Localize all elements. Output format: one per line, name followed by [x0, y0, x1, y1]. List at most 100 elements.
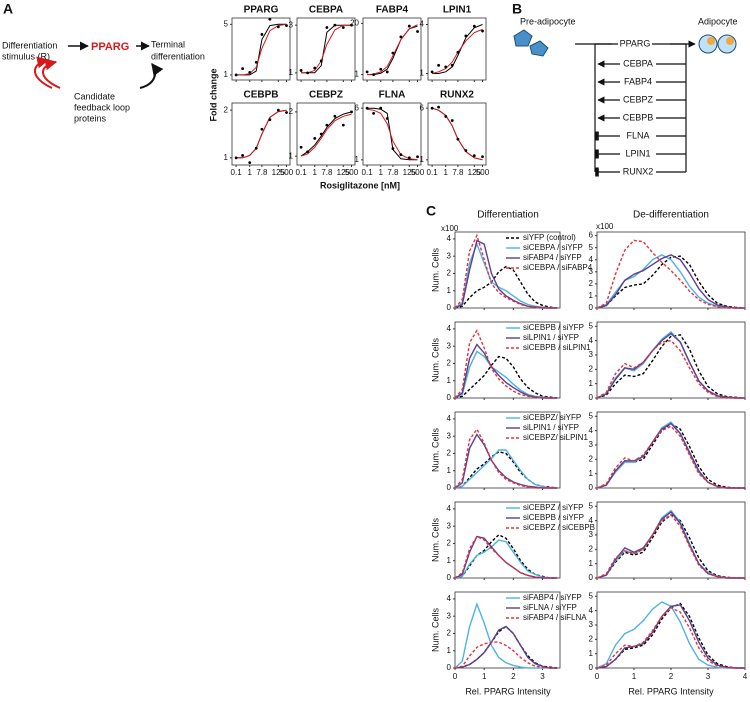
y-tick-label: 1 — [289, 151, 294, 160]
cell-icon — [513, 29, 549, 57]
y-tick-label: 2 — [447, 539, 452, 548]
histogram-curve — [454, 427, 558, 489]
fit-curve — [367, 107, 418, 161]
fit-curve — [236, 109, 287, 159]
plot-frame — [454, 231, 561, 309]
histogram-curve — [596, 331, 745, 399]
fit-curve — [431, 107, 483, 161]
x-tick-label: 7.8 — [321, 168, 333, 177]
legend-label: siCEBPZ/ siYFP — [523, 413, 581, 422]
fit-curve — [432, 24, 483, 74]
y-tick-label: 4 — [589, 606, 594, 615]
data-point — [444, 115, 448, 118]
histogram-curve — [454, 602, 558, 669]
histogram-curve — [454, 350, 558, 399]
y-axis-label: Num. Cells — [430, 518, 440, 563]
fit-curve — [431, 28, 483, 74]
x-tick-label: 4 — [743, 672, 748, 681]
y-tick-label: 2 — [589, 454, 594, 463]
data-point — [430, 70, 434, 74]
histogram-curve — [596, 239, 745, 309]
y-tick-label: 1 — [224, 153, 229, 162]
y-tick-label: 1 — [447, 646, 452, 655]
x-tick-label: 1 — [444, 168, 449, 177]
data-point — [481, 29, 484, 33]
control-curve — [454, 355, 558, 399]
column-title: Differentiation — [477, 210, 539, 221]
data-point — [379, 67, 383, 71]
y-tick-label: 1 — [289, 68, 294, 77]
data-point — [299, 145, 303, 149]
data-point — [472, 24, 476, 28]
data-point — [299, 69, 303, 72]
feedback-text: Candidate — [74, 91, 115, 101]
plot-title: PPARG — [244, 5, 279, 16]
y-tick-label: 3 — [589, 267, 594, 276]
data-point — [399, 35, 403, 39]
fit-curve — [367, 24, 418, 76]
data-point — [260, 127, 264, 131]
x-tick-label: 500 — [345, 168, 359, 177]
column-title: De-differentiation — [633, 210, 709, 221]
data-point — [285, 111, 288, 114]
y-tick-label: 3 — [447, 611, 452, 620]
plot-frame — [454, 501, 561, 579]
x-tick-label: 125 — [403, 168, 417, 177]
data-point — [456, 137, 460, 141]
plot-frame — [596, 501, 746, 579]
target-node: FABP4 — [624, 76, 652, 86]
plot-frame — [427, 17, 487, 81]
target-node: CEBPA — [623, 58, 653, 68]
fit-curve — [300, 111, 352, 157]
y-tick-label: 3 — [447, 251, 452, 260]
plot-frame — [296, 17, 356, 81]
histogram-curve — [454, 535, 558, 579]
y-tick-label: 6 — [420, 103, 425, 112]
histogram-curve — [596, 339, 745, 399]
data-point — [481, 155, 484, 159]
y-tick-label: 5 — [224, 19, 229, 28]
data-point — [407, 24, 411, 28]
data-point — [254, 146, 258, 150]
data-point — [385, 70, 389, 74]
target-node: RUNX2 — [623, 166, 654, 176]
start-state: Pre-adipocyte — [520, 16, 576, 26]
x-tick-label: 1 — [248, 168, 253, 177]
control-curve — [596, 422, 745, 489]
outcome-text: Terminal — [151, 39, 185, 49]
target-node: CEBPB — [623, 112, 654, 122]
data-point — [372, 111, 376, 115]
histogram-curve — [454, 239, 558, 309]
y-tick-label: 1 — [420, 155, 425, 164]
x-axis-label: Rel. PPARG Intensity — [628, 686, 714, 696]
plot-frame — [454, 411, 561, 489]
data-point — [365, 70, 369, 74]
data-point — [379, 106, 383, 110]
y-tick-label: 1 — [447, 286, 452, 295]
y-tick-label: 3 — [447, 431, 452, 440]
data-point — [313, 137, 317, 140]
y-tick-label: 3 — [589, 440, 594, 449]
data-point — [350, 110, 353, 114]
y-tick-label: 2 — [589, 544, 594, 553]
control-curve — [596, 334, 746, 399]
y-tick-label: 1 — [589, 379, 594, 388]
data-point — [450, 119, 454, 122]
histogram-curve — [596, 604, 745, 669]
histogram-curve — [454, 343, 558, 399]
fit-curve — [431, 107, 483, 161]
data-point — [341, 123, 345, 127]
x-tick-label: 500 — [476, 168, 490, 177]
x-tick-label: 0 — [453, 672, 458, 681]
x-tick-label: 7.8 — [387, 168, 399, 177]
data-point — [407, 156, 411, 160]
control-curve — [454, 533, 558, 579]
data-point — [341, 26, 345, 29]
y-tick-label: 5 — [589, 321, 594, 330]
data-point — [276, 25, 280, 29]
control-curve — [454, 265, 558, 309]
legend-label: siFABP4 / siYFP — [523, 593, 582, 602]
histogram-curve — [454, 433, 558, 489]
histogram-curve — [596, 509, 745, 579]
feedback-text: proteins — [74, 113, 107, 123]
